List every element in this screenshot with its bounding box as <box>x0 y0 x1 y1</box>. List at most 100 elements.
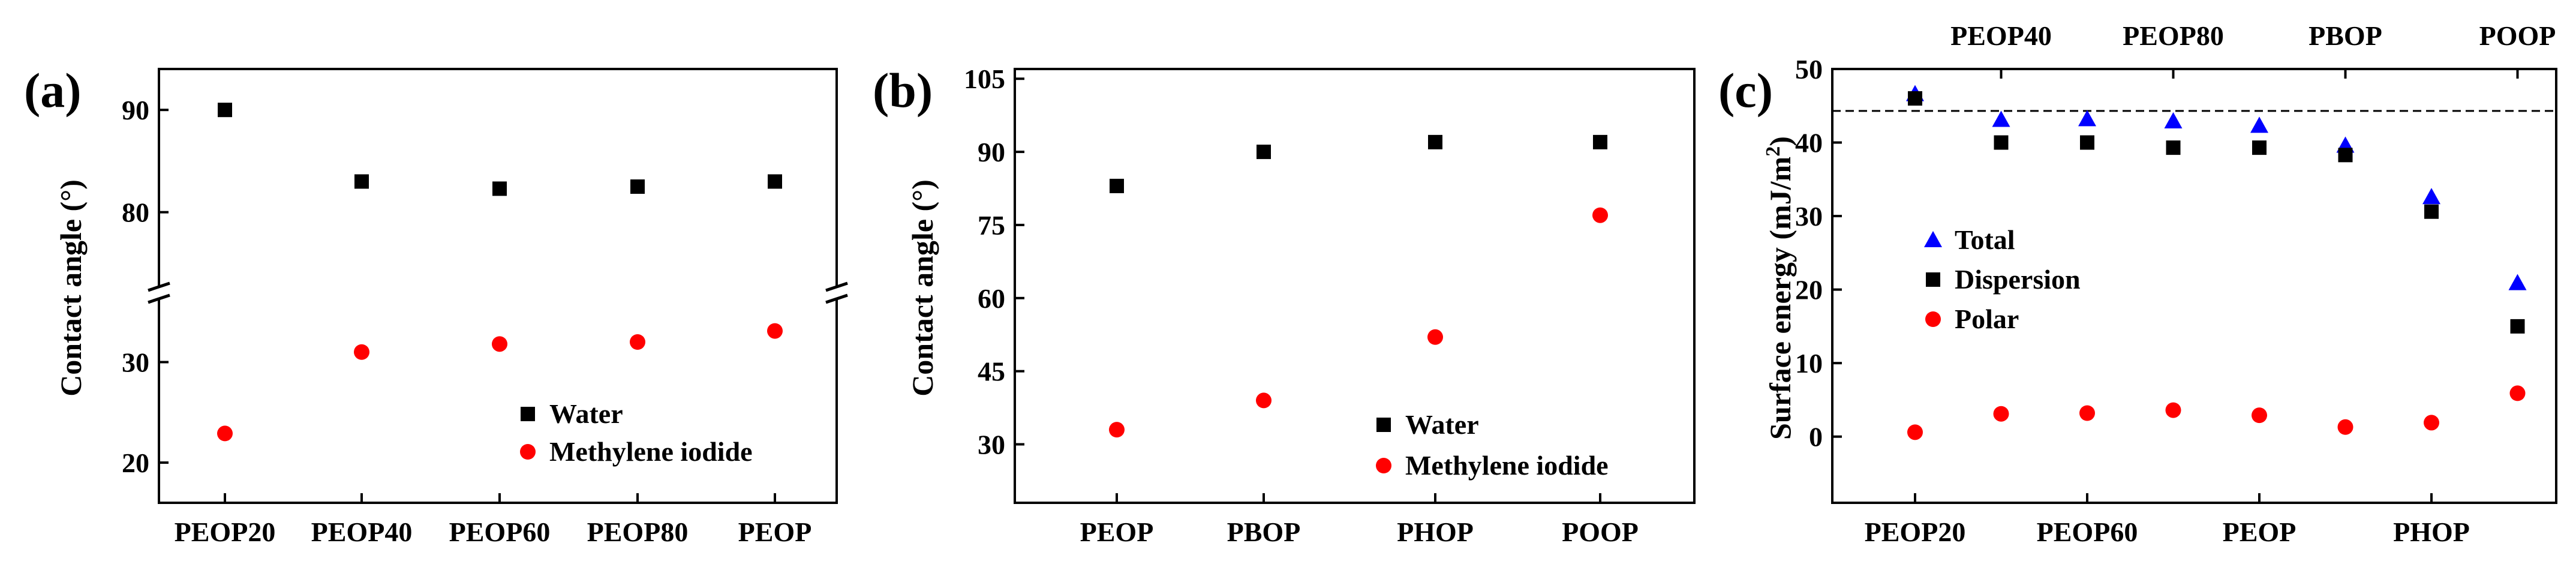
x-tick-label: PBOP <box>1227 517 1301 547</box>
data-point-water <box>218 103 232 118</box>
x-tick-label: PHOP <box>1397 517 1474 547</box>
data-point-polar <box>2165 402 2181 418</box>
data-point-water <box>492 181 507 196</box>
data-point-dispersion <box>2338 148 2353 163</box>
x-tick-label: PEOP <box>738 517 812 547</box>
data-point-total <box>2078 110 2096 127</box>
axis-break-mark <box>825 281 848 292</box>
x-tick-label: PEOP <box>1080 517 1154 547</box>
y-tick-label: 50 <box>1795 54 1823 85</box>
data-point-polar <box>2509 385 2526 401</box>
x-tick-label-bottom: PEOP60 <box>2037 517 2138 547</box>
data-point-polar <box>2424 415 2439 431</box>
axis-break-mark <box>825 293 848 304</box>
data-point-water <box>1428 134 1442 149</box>
panel-c: 0 10 20 30 40 50 PEOP20 PEOP60 PEOP PHOP PEOP40 PEO… <box>1718 20 2557 547</box>
panel-label: (c) <box>1718 63 1773 118</box>
data-point-water <box>1110 178 1124 193</box>
legend-label: Water <box>549 398 623 429</box>
y-tick-label: 90 <box>122 95 149 125</box>
axis-break-mark <box>148 281 170 292</box>
data-point-dispersion <box>2166 140 2181 155</box>
data-point-total <box>2508 274 2527 290</box>
legend-label: Total <box>1955 224 2015 255</box>
x-tick-label: PEOP20 <box>175 517 276 547</box>
x-tick-label-bottom: PEOP <box>2223 517 2297 547</box>
data-point-methylene-iodide <box>767 323 783 339</box>
data-point-dispersion <box>1908 91 1922 106</box>
legend-marker-water <box>521 407 535 421</box>
y-axis-title: Contact angle (°) <box>906 179 939 397</box>
y-tick-label: 60 <box>978 283 1005 314</box>
y-tick-label: 80 <box>122 197 149 228</box>
data-point-water <box>1593 134 1607 149</box>
data-point-total <box>2422 188 2440 205</box>
legend-label: Water <box>1405 409 1479 440</box>
x-tick-label: PEOP40 <box>311 517 413 547</box>
legend-marker-methylene-iodide <box>1376 458 1391 473</box>
y-axis-title: Contact angle (°) <box>54 179 88 397</box>
data-point-dispersion <box>1994 135 2009 150</box>
data-point-dispersion <box>2510 319 2525 334</box>
data-point-water <box>768 174 782 189</box>
data-point-methylene-iodide <box>630 334 645 350</box>
data-point-total <box>1992 110 2010 127</box>
legend-label: Polar <box>1955 304 2019 334</box>
data-point-polar <box>2337 419 2353 435</box>
data-point-methylene-iodide <box>217 425 233 442</box>
panel-label: (a) <box>24 63 82 118</box>
data-point-polar <box>2079 405 2095 421</box>
data-point-methylene-iodide <box>354 344 369 360</box>
x-tick-label: POOP <box>1562 517 1639 547</box>
data-point-water <box>630 179 645 194</box>
legend-marker-water <box>1376 418 1391 432</box>
data-point-dispersion <box>2252 140 2267 155</box>
y-tick-label: 0 <box>1809 422 1823 452</box>
data-point-polar <box>1907 424 1923 440</box>
axis-break-gap <box>154 287 164 299</box>
data-point-methylene-iodide <box>1256 392 1272 409</box>
data-point-water <box>354 174 369 189</box>
data-point-polar <box>2252 407 2267 424</box>
x-tick-label: PEOP80 <box>587 517 689 547</box>
y-tick-label: 40 <box>1795 128 1823 158</box>
data-point-dispersion <box>2424 204 2439 219</box>
y-tick-label: 30 <box>122 347 149 378</box>
y-tick-label: 30 <box>978 430 1005 460</box>
y-tick-label: 75 <box>978 210 1005 241</box>
y-tick-label: 10 <box>1795 348 1823 379</box>
x-tick-label: PEOP60 <box>449 517 551 547</box>
x-tick-label-top: PBOP <box>2309 20 2382 51</box>
plot-frame <box>1014 68 1696 504</box>
y-tick-label: 20 <box>122 448 149 478</box>
y-axis-title: Surface energy (mJ/m2) <box>1762 136 1797 440</box>
x-tick-label-top: POOP <box>2479 20 2556 51</box>
data-point-methylene-iodide <box>492 336 507 352</box>
data-point-methylene-iodide <box>1592 207 1608 223</box>
panel-b: 30 45 60 75 90 105 PEOP PBOP PHOP POOP Water Methyl… <box>873 63 1696 547</box>
legend-label: Methylene iodide <box>549 436 753 467</box>
panel-a: 20 30 80 90 PEOP20 PEOP40 PEOP60 PEOP80 PEOP Wate… <box>24 63 848 547</box>
axis-break-mark <box>148 293 170 304</box>
plot-frame <box>1831 68 2557 504</box>
x-tick-label-top: PEOP80 <box>2123 20 2224 51</box>
data-point-water <box>1257 145 1271 160</box>
data-point-polar <box>1993 406 2009 422</box>
legend-label: Methylene iodide <box>1405 450 1609 481</box>
y-tick-label: 90 <box>978 137 1005 167</box>
legend-marker-total <box>1924 231 1942 247</box>
legend-marker-methylene-iodide <box>520 444 536 460</box>
legend-marker-polar <box>1925 311 1941 327</box>
x-tick-label-top: PEOP40 <box>1950 20 2052 51</box>
panel-label: (b) <box>873 63 933 118</box>
legend-marker-dispersion <box>1926 272 1940 287</box>
data-point-methylene-iodide <box>1427 329 1443 345</box>
x-tick-label-bottom: PEOP20 <box>1865 517 1966 547</box>
data-point-dispersion <box>2080 135 2094 150</box>
data-point-methylene-iodide <box>1109 422 1125 438</box>
axis-break-gap <box>832 287 841 299</box>
data-point-total <box>2250 116 2268 133</box>
y-tick-label: 30 <box>1795 201 1823 232</box>
y-tick-label: 20 <box>1795 275 1823 305</box>
